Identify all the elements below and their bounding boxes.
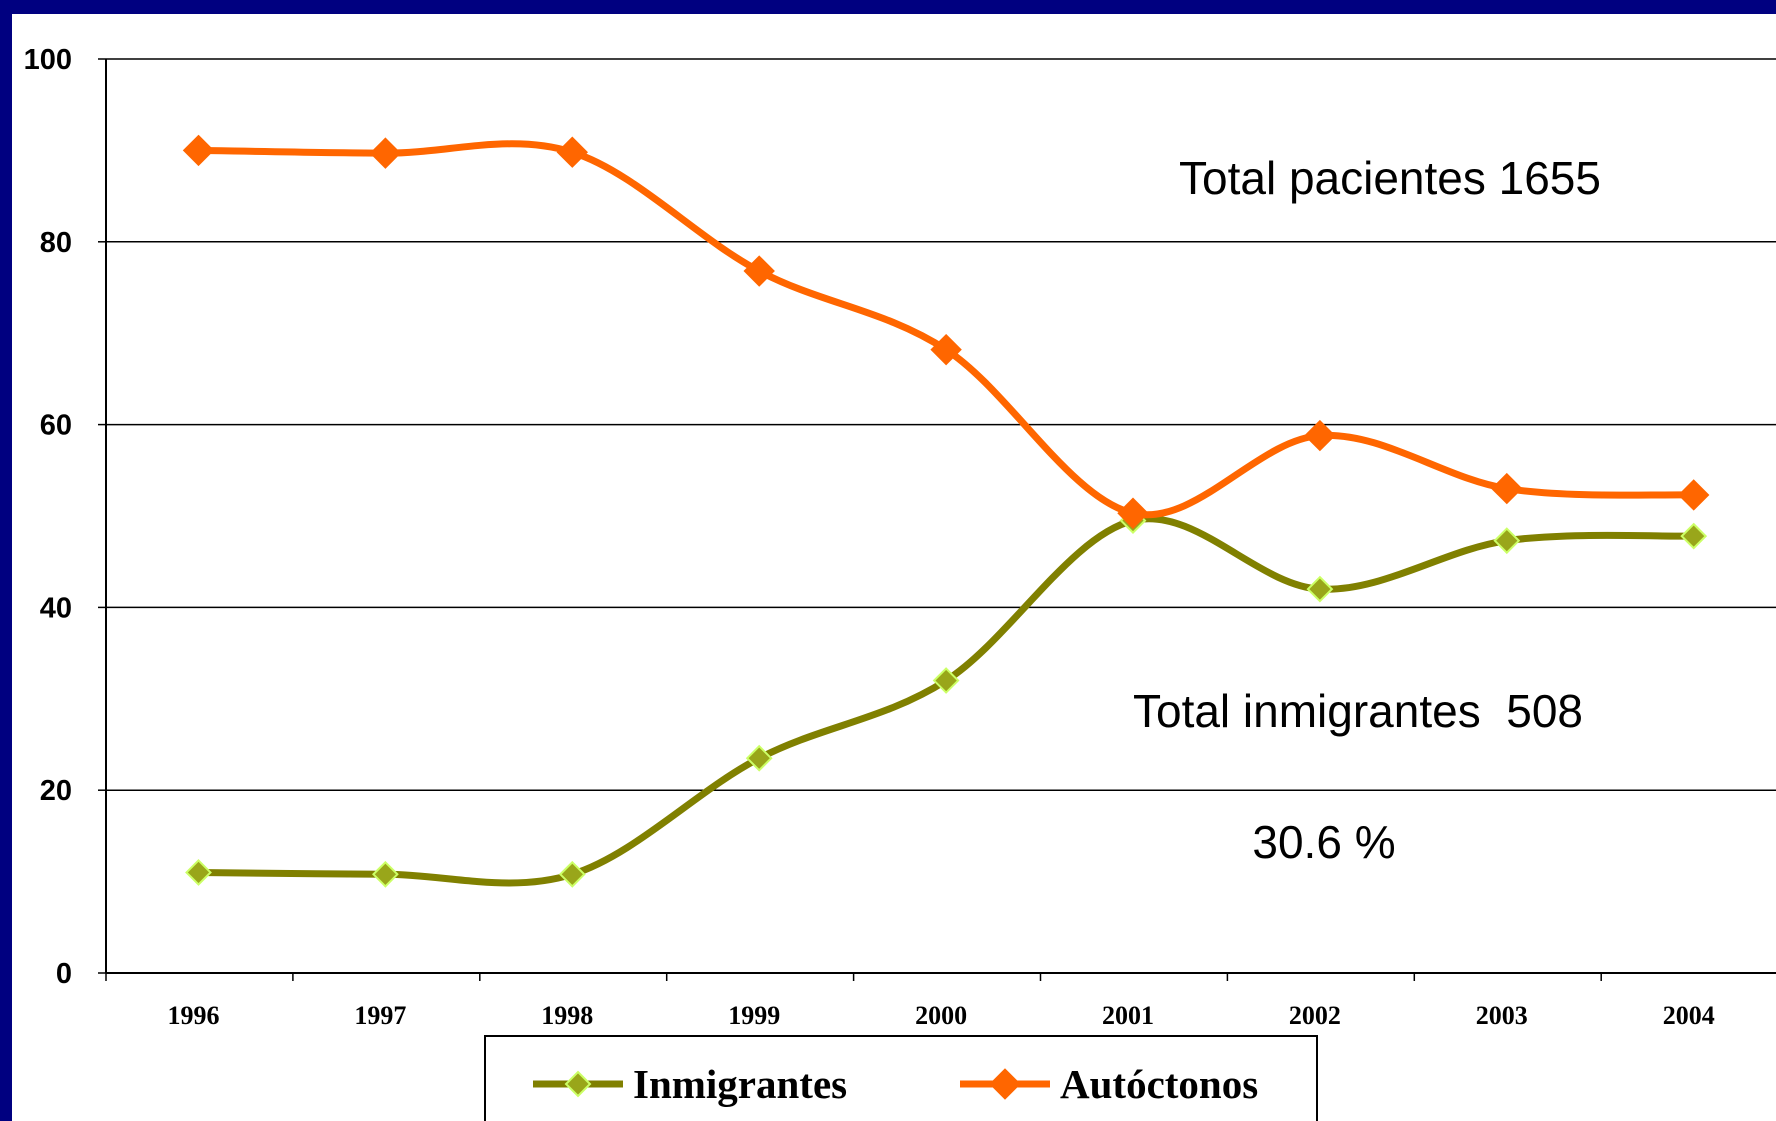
x-tick-label: 2004 bbox=[1663, 1001, 1715, 1030]
data-point-autoctonos bbox=[1304, 419, 1336, 452]
legend-label-inmigrantes: Inmigrantes bbox=[633, 1061, 847, 1107]
x-tick-label: 2002 bbox=[1289, 1001, 1341, 1030]
legend-label-autoctonos: Autóctonos bbox=[1060, 1061, 1258, 1107]
data-point-autoctonos bbox=[369, 137, 402, 169]
annotation-total-pacientes: Total pacientes 1655 bbox=[1179, 152, 1601, 204]
data-point-autoctonos bbox=[930, 333, 962, 366]
data-point-inmigrantes bbox=[558, 860, 586, 888]
y-tick-label: 40 bbox=[40, 592, 72, 624]
annotation-percentage: 30.6 % bbox=[1252, 816, 1395, 868]
plot-area bbox=[12, 14, 1776, 1121]
data-point-inmigrantes bbox=[185, 859, 212, 886]
data-point-autoctonos bbox=[743, 255, 775, 287]
x-tick-label: 1996 bbox=[168, 1001, 220, 1030]
series-inmigrantes bbox=[185, 507, 1708, 888]
series-autoctonos bbox=[182, 134, 1710, 529]
data-point-inmigrantes bbox=[371, 860, 399, 888]
data-point-inmigrantes bbox=[745, 744, 773, 772]
series-group bbox=[182, 134, 1710, 888]
data-point-autoctonos bbox=[556, 136, 589, 168]
data-point-autoctonos bbox=[1677, 479, 1710, 511]
legend-swatch-marker-inmigrantes bbox=[564, 1070, 592, 1098]
data-point-inmigrantes bbox=[1680, 522, 1708, 550]
x-tick-label: 1998 bbox=[541, 1001, 593, 1030]
y-tick-label: 60 bbox=[40, 410, 72, 442]
gridlines bbox=[98, 58, 1776, 974]
x-tick-label: 1999 bbox=[728, 1001, 780, 1030]
legend: Inmigrantes Autóctonos bbox=[484, 1035, 1318, 1121]
legend-box bbox=[484, 1035, 1318, 1121]
legend-swatch-marker-autoctonos bbox=[989, 1068, 1021, 1100]
y-tick-labels: 0 20 40 60 80 100 bbox=[24, 44, 72, 990]
x-tick-label: 2001 bbox=[1102, 1001, 1154, 1030]
x-tick-label: 1997 bbox=[354, 1001, 406, 1030]
x-tick-label: 2003 bbox=[1476, 1001, 1528, 1030]
x-tick-label: 2000 bbox=[915, 1001, 967, 1030]
data-point-inmigrantes bbox=[932, 667, 960, 694]
axes bbox=[105, 59, 1776, 981]
y-tick-label: 0 bbox=[56, 958, 72, 990]
data-point-autoctonos bbox=[1117, 497, 1149, 529]
y-tick-label: 100 bbox=[24, 44, 72, 76]
data-point-inmigrantes bbox=[1306, 575, 1334, 603]
data-point-autoctonos bbox=[182, 134, 215, 167]
annotation-total-inmigrantes: Total inmigrantes 508 bbox=[1133, 685, 1583, 737]
data-point-autoctonos bbox=[1491, 472, 1523, 505]
y-tick-label: 80 bbox=[40, 227, 72, 259]
y-tick-label: 20 bbox=[40, 775, 72, 807]
data-point-inmigrantes bbox=[1493, 527, 1521, 555]
x-tick-labels: 1996 1997 1998 1999 2000 2001 2002 2003 2004 bbox=[168, 1001, 1715, 1030]
